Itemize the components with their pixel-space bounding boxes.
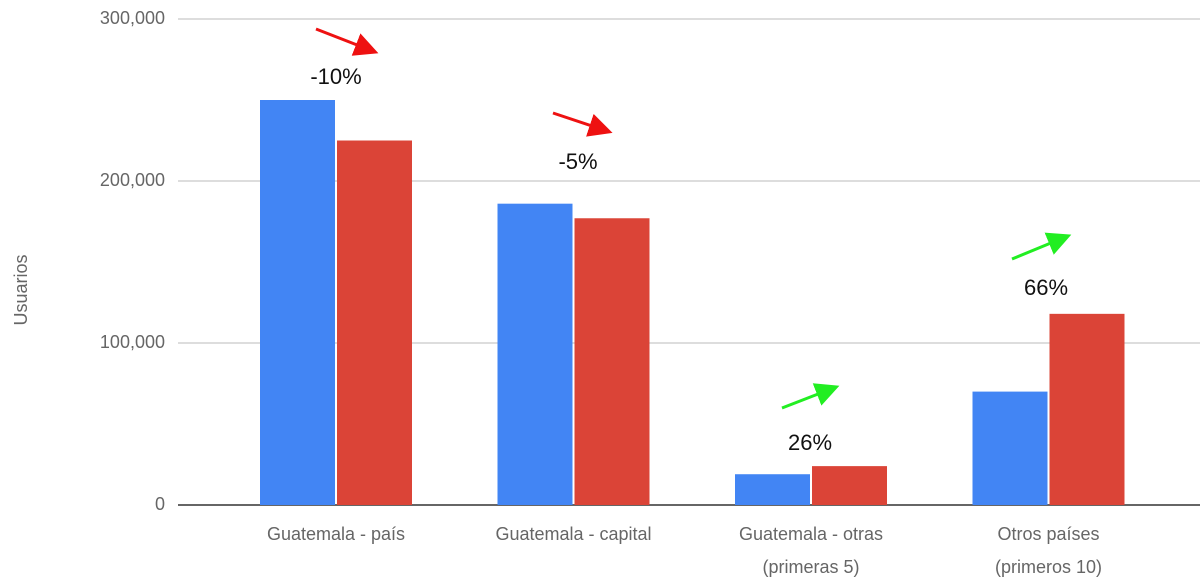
annotation: -10% — [310, 64, 361, 89]
y-tick-label: 300,000 — [100, 8, 165, 28]
annotation: 26% — [788, 430, 832, 455]
y-tick-label: 200,000 — [100, 170, 165, 190]
x-tick-label: Otros países — [997, 524, 1099, 544]
bar — [574, 218, 650, 505]
annotation-arrow — [1011, 232, 1072, 261]
x-tick-label: Guatemala - capital — [495, 524, 651, 544]
annotation-arrow — [781, 383, 840, 410]
bar — [812, 466, 887, 505]
bar — [1049, 313, 1125, 505]
bar — [260, 100, 335, 505]
y-tick-label: 0 — [155, 494, 165, 514]
y-axis-label: Usuarios — [11, 254, 31, 325]
annotation: 66% — [1024, 275, 1068, 300]
bar — [337, 140, 412, 505]
x-tick-label: (primeros 10) — [995, 557, 1102, 577]
annotation-arrow — [315, 27, 379, 56]
annotation: -5% — [558, 149, 597, 174]
x-tick-label: Guatemala - otras — [739, 524, 883, 544]
bar — [497, 203, 573, 505]
annotation-arrow — [552, 111, 613, 137]
y-tick-label: 100,000 — [100, 332, 165, 352]
x-tick-label: (primeras 5) — [762, 557, 859, 577]
bar — [735, 474, 810, 505]
x-tick-label: Guatemala - país — [267, 524, 405, 544]
bar — [972, 391, 1048, 505]
